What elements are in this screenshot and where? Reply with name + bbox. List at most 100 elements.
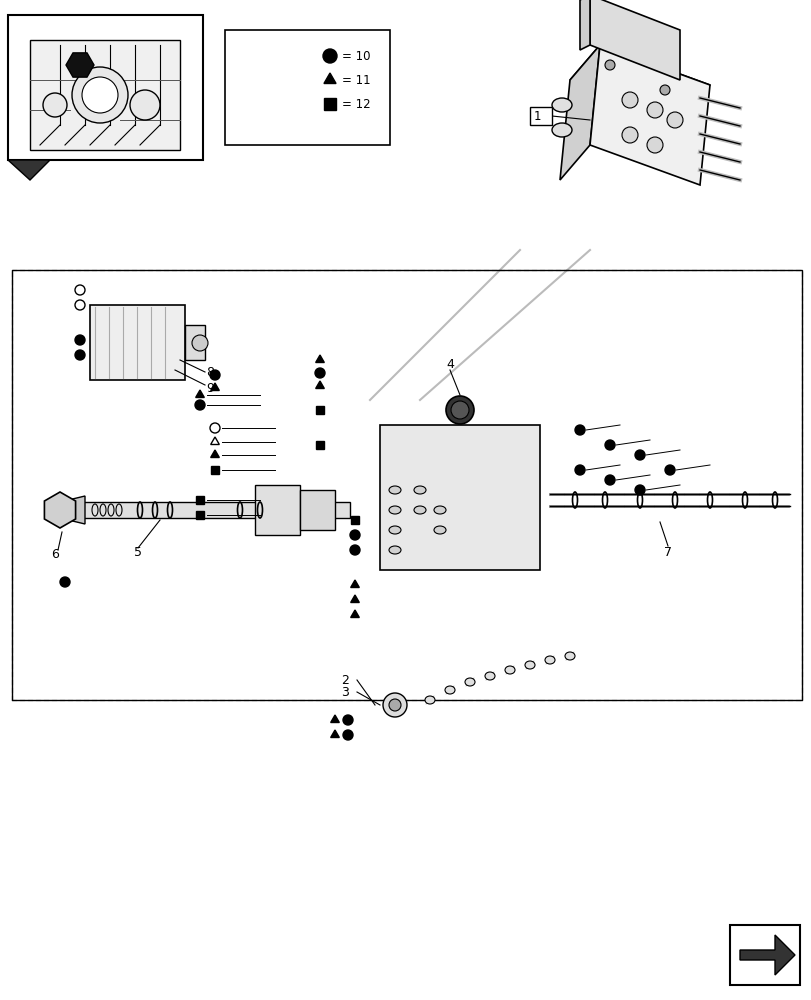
Polygon shape bbox=[324, 73, 336, 84]
Polygon shape bbox=[330, 730, 339, 737]
Bar bbox=[12, 270, 801, 700]
Circle shape bbox=[60, 577, 70, 587]
Ellipse shape bbox=[564, 652, 574, 660]
Bar bbox=[315, 406, 324, 414]
Bar bbox=[350, 516, 358, 524]
Bar bbox=[729, 925, 799, 985]
Polygon shape bbox=[66, 53, 94, 77]
Text: 7: 7 bbox=[663, 546, 672, 558]
Text: KIT: KIT bbox=[292, 70, 308, 79]
Polygon shape bbox=[590, 45, 709, 185]
Circle shape bbox=[75, 335, 85, 345]
Polygon shape bbox=[569, 45, 709, 120]
Text: 6: 6 bbox=[51, 548, 59, 562]
Ellipse shape bbox=[444, 686, 454, 694]
Text: 2: 2 bbox=[341, 674, 349, 686]
Circle shape bbox=[574, 425, 584, 435]
Circle shape bbox=[195, 400, 204, 410]
Ellipse shape bbox=[465, 678, 474, 686]
Circle shape bbox=[604, 475, 614, 485]
Circle shape bbox=[646, 137, 663, 153]
Circle shape bbox=[323, 49, 337, 63]
Circle shape bbox=[659, 85, 669, 95]
Polygon shape bbox=[60, 502, 350, 518]
Circle shape bbox=[604, 60, 614, 70]
Circle shape bbox=[210, 370, 220, 380]
Bar bbox=[225, 30, 389, 145]
Polygon shape bbox=[350, 610, 359, 617]
Circle shape bbox=[350, 530, 359, 540]
Bar bbox=[299, 490, 335, 530]
Ellipse shape bbox=[388, 526, 401, 534]
Polygon shape bbox=[60, 496, 85, 524]
Circle shape bbox=[342, 715, 353, 725]
Bar bbox=[324, 98, 336, 110]
Polygon shape bbox=[350, 595, 359, 602]
Circle shape bbox=[664, 465, 674, 475]
Text: = 11: = 11 bbox=[341, 74, 370, 87]
Circle shape bbox=[574, 465, 584, 475]
Polygon shape bbox=[315, 381, 324, 388]
Circle shape bbox=[634, 485, 644, 495]
Bar bbox=[315, 441, 324, 449]
Text: 8: 8 bbox=[206, 365, 214, 378]
Polygon shape bbox=[45, 492, 75, 528]
Polygon shape bbox=[210, 450, 219, 458]
Text: 9: 9 bbox=[206, 381, 213, 394]
Circle shape bbox=[634, 450, 644, 460]
Circle shape bbox=[130, 90, 160, 120]
Ellipse shape bbox=[551, 98, 571, 112]
Ellipse shape bbox=[388, 486, 401, 494]
Bar bbox=[380, 425, 539, 570]
Bar bbox=[185, 325, 204, 360]
Circle shape bbox=[342, 730, 353, 740]
Text: 1: 1 bbox=[533, 110, 540, 123]
Polygon shape bbox=[560, 45, 599, 180]
Circle shape bbox=[604, 440, 614, 450]
Ellipse shape bbox=[414, 506, 426, 514]
Ellipse shape bbox=[414, 486, 426, 494]
Text: 4: 4 bbox=[445, 359, 453, 371]
Circle shape bbox=[72, 67, 128, 123]
Circle shape bbox=[383, 693, 406, 717]
Polygon shape bbox=[739, 935, 794, 975]
Circle shape bbox=[388, 699, 401, 711]
Ellipse shape bbox=[551, 123, 571, 137]
Polygon shape bbox=[579, 0, 590, 50]
Circle shape bbox=[621, 92, 637, 108]
Ellipse shape bbox=[484, 672, 495, 680]
Polygon shape bbox=[210, 383, 219, 390]
Circle shape bbox=[75, 350, 85, 360]
Bar bbox=[255, 485, 299, 535]
Ellipse shape bbox=[433, 506, 445, 514]
Text: = 12: = 12 bbox=[341, 98, 370, 111]
Ellipse shape bbox=[525, 661, 534, 669]
Ellipse shape bbox=[433, 526, 445, 534]
Ellipse shape bbox=[544, 656, 554, 664]
Polygon shape bbox=[350, 580, 359, 587]
Circle shape bbox=[450, 401, 469, 419]
Circle shape bbox=[621, 127, 637, 143]
Polygon shape bbox=[30, 40, 180, 150]
Polygon shape bbox=[285, 68, 314, 102]
Text: 3: 3 bbox=[341, 686, 349, 698]
Circle shape bbox=[191, 335, 208, 351]
Circle shape bbox=[666, 112, 682, 128]
Polygon shape bbox=[590, 0, 679, 80]
Ellipse shape bbox=[504, 666, 514, 674]
Polygon shape bbox=[195, 390, 204, 397]
Polygon shape bbox=[8, 160, 50, 180]
Bar bbox=[195, 496, 204, 504]
Bar bbox=[90, 305, 185, 380]
Polygon shape bbox=[330, 715, 339, 722]
Polygon shape bbox=[258, 50, 285, 80]
Text: = 10: = 10 bbox=[341, 50, 370, 63]
Text: KIT: KIT bbox=[267, 82, 283, 91]
Circle shape bbox=[646, 102, 663, 118]
Bar bbox=[8, 15, 203, 160]
Ellipse shape bbox=[424, 696, 435, 704]
Bar bbox=[530, 107, 551, 125]
Text: 5: 5 bbox=[134, 546, 142, 560]
Ellipse shape bbox=[388, 546, 401, 554]
Polygon shape bbox=[315, 355, 324, 362]
